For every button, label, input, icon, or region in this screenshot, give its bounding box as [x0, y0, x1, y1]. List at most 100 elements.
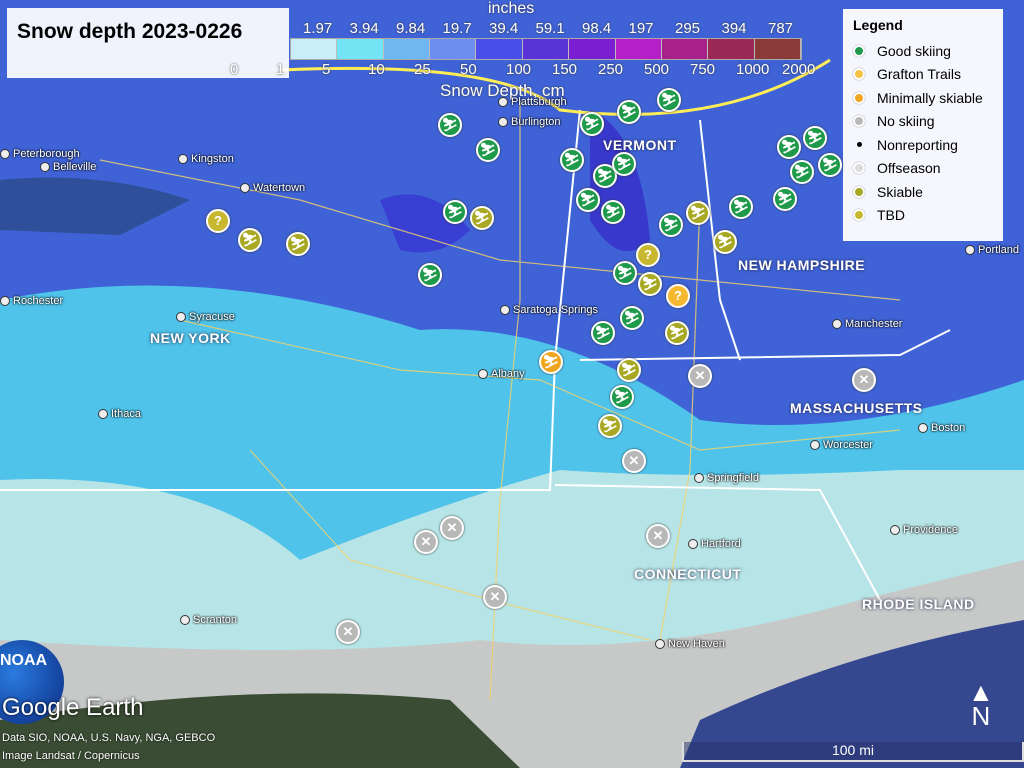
legend-symbol-icon	[857, 142, 862, 148]
north-arrow[interactable]: ▲ N	[968, 677, 994, 731]
colorbar-inch-label: 787	[768, 20, 794, 37]
ski-area-marker-good[interactable]: ⛷	[818, 153, 842, 177]
ski-area-marker-good[interactable]: ⛷	[613, 261, 637, 285]
ski-area-marker-good[interactable]: ⛷	[659, 213, 683, 237]
ski-area-marker-grafton[interactable]: ?	[666, 284, 690, 308]
colorbar-cm-label: 750	[690, 61, 716, 78]
colorbar-inch-label: 9.84	[396, 20, 426, 37]
colorbar-cm-label: 100	[506, 61, 532, 78]
colorbar-cm-label: 50	[460, 61, 477, 78]
colorbar-swatch	[569, 39, 616, 59]
city-label: New Haven	[655, 638, 725, 651]
skier-icon: ⛷	[641, 276, 659, 291]
scale-bar: 100 mi	[682, 742, 1024, 762]
city-label: Providence	[890, 524, 958, 537]
ski-area-marker-good[interactable]: ⛷	[443, 200, 467, 224]
ski-area-marker-skiable[interactable]: ⛷	[286, 232, 310, 256]
skier-icon: ⛷	[289, 236, 307, 251]
state-label: NEW HAMPSHIRE	[738, 257, 866, 273]
ski-area-marker-no[interactable]: ✕	[440, 516, 464, 540]
skier-icon: ⛷	[479, 142, 497, 157]
city-label: Springfield	[694, 472, 759, 485]
skier-icon: ⛷	[542, 354, 560, 369]
skier-icon: ⛷	[421, 267, 439, 282]
skier-icon: ⛷	[615, 156, 633, 171]
skier-icon: ⛷	[732, 199, 750, 214]
legend-symbol-icon	[853, 209, 865, 222]
ski-area-marker-no[interactable]: ✕	[414, 530, 438, 554]
colorbar-swatch	[708, 39, 755, 59]
north-arrow-icon: ▲	[968, 677, 994, 707]
colorbar-swatch	[383, 39, 431, 59]
ski-area-marker-good[interactable]: ⛷	[576, 188, 600, 212]
ski-area-marker-no[interactable]: ✕	[336, 620, 360, 644]
ski-area-marker-skiable[interactable]: ⛷	[617, 358, 641, 382]
legend-label: Offseason	[877, 160, 941, 177]
ski-area-marker-good[interactable]: ⛷	[777, 135, 801, 159]
ski-area-marker-good[interactable]: ⛷	[790, 160, 814, 184]
ski-area-marker-skiable[interactable]: ⛷	[638, 272, 662, 296]
ski-area-marker-good[interactable]: ⛷	[610, 385, 634, 409]
x-icon: ✕	[420, 534, 432, 549]
skier-icon: ⛷	[806, 130, 824, 145]
map-title: Snow depth 2023-0226	[7, 8, 289, 78]
ski-area-marker-good[interactable]: ⛷	[612, 152, 636, 176]
ski-area-marker-minimal[interactable]: ⛷	[539, 350, 563, 374]
ski-area-marker-good[interactable]: ⛷	[476, 138, 500, 162]
ski-area-marker-good[interactable]: ⛷	[657, 88, 681, 112]
ski-area-marker-no[interactable]: ✕	[622, 449, 646, 473]
image-credit: Image Landsat / Copernicus	[2, 750, 140, 762]
city-label: Ithaca	[98, 408, 141, 421]
skier-icon: ⛷	[563, 152, 581, 167]
ski-area-marker-good[interactable]: ⛷	[620, 306, 644, 330]
skier-icon: ⛷	[821, 157, 839, 172]
ski-area-marker-good[interactable]: ⛷	[580, 112, 604, 136]
ski-area-marker-tbd[interactable]: ?	[636, 243, 660, 267]
legend-item: No skiing	[853, 110, 993, 134]
skier-icon: ⛷	[623, 310, 641, 325]
colorbar-cm-label: 250	[598, 61, 624, 78]
colorbar-cm-label: 0	[230, 61, 239, 78]
ski-area-marker-good[interactable]: ⛷	[560, 148, 584, 172]
question-icon: ?	[644, 247, 652, 262]
colorbar-inch-label: 39.4	[489, 20, 519, 37]
ski-area-marker-no[interactable]: ✕	[483, 585, 507, 609]
ski-area-marker-no[interactable]: ✕	[852, 368, 876, 392]
ski-area-marker-good[interactable]: ⛷	[803, 126, 827, 150]
ski-area-marker-skiable[interactable]: ⛷	[665, 321, 689, 345]
city-label: Rochester	[0, 295, 63, 308]
skier-icon: ⛷	[668, 325, 686, 340]
legend-item: Good skiing	[853, 39, 993, 63]
skier-icon: ⛷	[241, 232, 259, 247]
google-earth-logo: Google Earth	[2, 694, 144, 721]
colorbar-inch-label: 3.94	[349, 20, 379, 37]
ski-area-marker-no[interactable]: ✕	[646, 524, 670, 548]
ski-area-marker-good[interactable]: ⛷	[418, 263, 442, 287]
state-label: NEW YORK	[150, 330, 231, 346]
ski-area-marker-skiable[interactable]: ⛷	[598, 414, 622, 438]
skier-icon: ⛷	[620, 362, 638, 377]
skier-icon: ⛷	[601, 418, 619, 433]
ski-area-marker-good[interactable]: ⛷	[617, 100, 641, 124]
ski-area-marker-good[interactable]: ⛷	[601, 200, 625, 224]
ski-area-marker-skiable[interactable]: ⛷	[713, 230, 737, 254]
ski-area-marker-skiable[interactable]: ⛷	[470, 206, 494, 230]
ski-area-marker-tbd[interactable]: ?	[206, 209, 230, 233]
legend-symbol-icon	[853, 44, 865, 57]
ski-area-marker-skiable[interactable]: ⛷	[238, 228, 262, 252]
colorbar-inch-label: 19.7	[442, 20, 472, 37]
colorbar-cm-label: 2000	[782, 61, 816, 78]
skier-icon: ⛷	[579, 192, 597, 207]
question-icon: ?	[674, 288, 682, 303]
ski-area-marker-good[interactable]: ⛷	[591, 321, 615, 345]
skier-icon: ⛷	[689, 205, 707, 220]
ski-area-marker-skiable[interactable]: ⛷	[686, 201, 710, 225]
ski-area-marker-good[interactable]: ⛷	[729, 195, 753, 219]
skier-icon: ⛷	[716, 234, 734, 249]
city-label: Watertown	[240, 182, 305, 195]
ski-area-marker-good[interactable]: ⛷	[438, 113, 462, 137]
ski-area-marker-good[interactable]: ⛷	[773, 187, 797, 211]
north-label: N	[971, 701, 991, 731]
ski-area-marker-no[interactable]: ✕	[688, 364, 712, 388]
